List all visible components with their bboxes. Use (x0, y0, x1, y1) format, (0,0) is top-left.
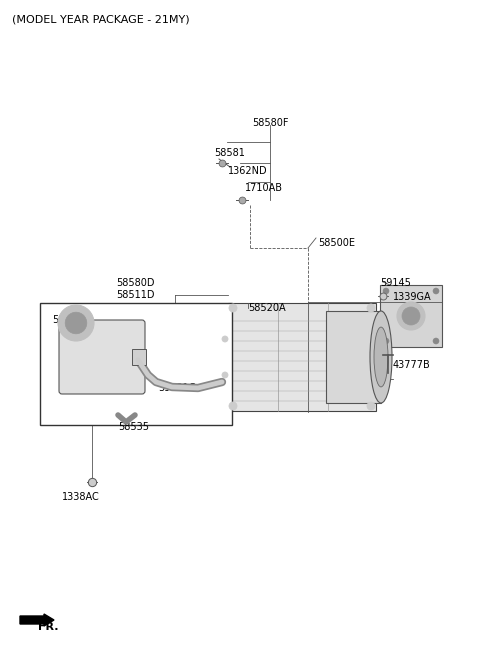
Circle shape (383, 338, 389, 344)
Bar (380, 285, 442, 347)
Text: 43777B: 43777B (393, 360, 431, 370)
Circle shape (65, 312, 87, 334)
Bar (40, 303, 232, 425)
Text: 58520A: 58520A (248, 303, 286, 313)
Circle shape (367, 304, 375, 312)
Circle shape (229, 304, 237, 312)
Text: 58580D: 58580D (116, 278, 155, 288)
Circle shape (402, 307, 420, 325)
Text: 1362ND: 1362ND (228, 166, 268, 176)
Text: 59145: 59145 (380, 278, 411, 288)
Bar (228, 303, 376, 411)
Bar (326, 311, 381, 403)
Circle shape (222, 336, 228, 342)
Text: (MODEL YEAR PACKAGE - 21MY): (MODEL YEAR PACKAGE - 21MY) (12, 14, 190, 24)
Ellipse shape (370, 311, 392, 403)
Ellipse shape (374, 327, 388, 387)
Circle shape (397, 302, 425, 330)
Circle shape (58, 305, 94, 341)
Circle shape (222, 372, 228, 378)
FancyBboxPatch shape (59, 320, 145, 394)
Circle shape (229, 402, 237, 410)
Circle shape (433, 338, 439, 344)
Circle shape (367, 402, 375, 410)
Text: 58500E: 58500E (318, 238, 355, 248)
Text: 59631C: 59631C (158, 383, 195, 393)
Text: 1338AC: 1338AC (62, 492, 100, 502)
Text: 58535: 58535 (118, 422, 149, 432)
Text: FR.: FR. (38, 622, 59, 632)
Text: 58531A: 58531A (52, 315, 89, 325)
Text: 58581: 58581 (214, 148, 245, 158)
Bar (132, 349, 146, 365)
Text: 1339GA: 1339GA (393, 292, 432, 302)
FancyArrow shape (20, 614, 54, 626)
Text: 58580F: 58580F (252, 118, 288, 128)
Circle shape (433, 288, 439, 294)
Text: 58511D: 58511D (116, 290, 155, 300)
Circle shape (383, 288, 389, 294)
Text: 1710AB: 1710AB (245, 183, 283, 193)
